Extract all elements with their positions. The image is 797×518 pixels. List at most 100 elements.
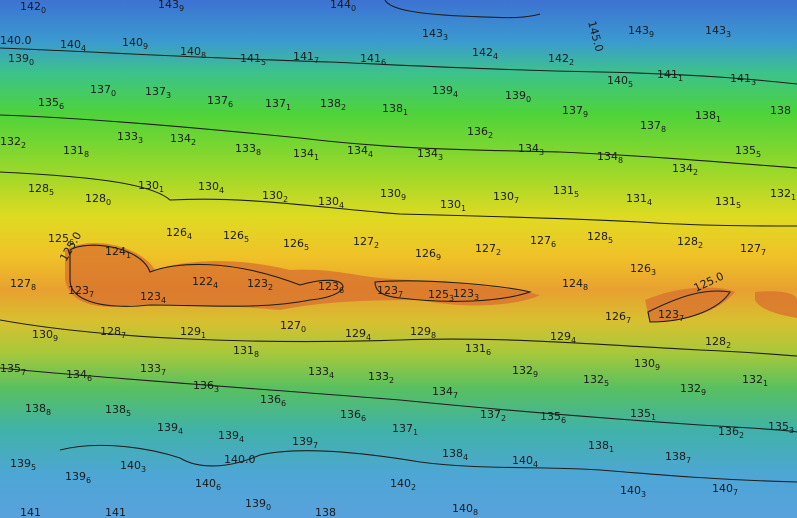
sounding-decimal: 2 [374, 241, 379, 250]
sounding-depth: 131 [553, 184, 574, 197]
sounding-depth: 138 [105, 403, 126, 416]
sounding: 1357 [0, 362, 26, 377]
sounding-depth: 140 [452, 502, 473, 515]
sounding-depth: 140 [120, 459, 141, 472]
sounding-depth: 139 [292, 435, 313, 448]
sounding-decimal: 2 [698, 241, 703, 250]
sounding-depth: 136 [340, 408, 361, 421]
sounding-decimal: 2 [341, 103, 346, 112]
sounding: 1362 [718, 425, 744, 440]
sounding-depth: 126 [283, 237, 304, 250]
sounding: 1343 [417, 147, 443, 162]
sounding-decimal: 1 [413, 428, 418, 437]
sounding-depth: 124 [105, 245, 126, 258]
sounding: 1277 [740, 242, 766, 257]
sounding-decimal: 7 [21, 368, 26, 377]
sounding: 1366 [340, 408, 366, 423]
sounding: 1394 [432, 84, 458, 99]
sounding: 1439 [158, 0, 184, 13]
sounding: 1314 [626, 192, 652, 207]
sounding-decimal: 3 [726, 30, 731, 39]
sounding: 1278 [10, 277, 36, 292]
sounding-decimal: 5 [31, 463, 36, 472]
sounding-depth: 126 [415, 247, 436, 260]
sounding: 1420 [20, 0, 46, 15]
sounding-decimal: 3 [166, 91, 171, 100]
sounding: 1403 [120, 459, 146, 474]
sounding-depth: 128 [587, 230, 608, 243]
sounding: 1347 [432, 385, 458, 400]
sounding-depth: 136 [260, 393, 281, 406]
sounding: 1276 [530, 234, 556, 249]
sounding-decimal: 7 [121, 331, 126, 340]
sounding: 1265 [283, 237, 309, 252]
contours [0, 0, 797, 483]
sounding-depth: 129 [180, 325, 201, 338]
sounding-decimal: 5 [604, 379, 609, 388]
sounding-depth: 133 [140, 362, 161, 375]
sounding-decimal: 8 [201, 51, 206, 60]
sounding-decimal: 7 [679, 314, 684, 323]
sounding-depth: 137 [265, 97, 286, 110]
sounding-decimal: 4 [493, 52, 498, 61]
sounding-decimal: 4 [368, 150, 373, 159]
sounding-decimal: 4 [178, 427, 183, 436]
sounding-depth: 131 [63, 144, 84, 157]
sounding: 138 [315, 506, 336, 518]
sounding: 1309 [634, 357, 660, 372]
sounding-depth: 138 [442, 447, 463, 460]
sounding-depth: 135 [540, 410, 561, 423]
sounding-decimal: 8 [661, 125, 666, 134]
sounding-decimal: 4 [81, 44, 86, 53]
sounding: 1285 [587, 230, 613, 245]
sounding: 1351 [630, 407, 656, 422]
contour-label: 140.0 [0, 34, 32, 47]
sounding: 1269 [415, 247, 441, 262]
sounding-decimal: 7 [89, 290, 94, 299]
sounding-depth: 137 [562, 104, 583, 117]
sounding-decimal: 7 [313, 441, 318, 450]
sounding-depth: 130 [318, 195, 339, 208]
sounding-decimal: 2 [21, 141, 26, 150]
sounding: 1253 [428, 288, 454, 303]
sounding: 1402 [390, 477, 416, 492]
sounding-decimal: 5 [608, 236, 613, 245]
sounding-decimal: 3 [438, 153, 443, 162]
sounding-decimal: 7 [314, 56, 319, 65]
sounding: 1315 [715, 195, 741, 210]
sounding-decimal: 8 [254, 350, 259, 359]
sounding: 1264 [166, 226, 192, 241]
sounding-decimal: 9 [583, 110, 588, 119]
sounding-decimal: 7 [733, 488, 738, 497]
sounding-depth: 135 [735, 144, 756, 157]
sounding-depth: 131 [626, 192, 647, 205]
sounding-decimal: 2 [569, 58, 574, 67]
sounding-decimal: 4 [219, 186, 224, 195]
sounding-depth: 140 [390, 477, 411, 490]
sounding-decimal: 2 [488, 131, 493, 140]
sounding-decimal: 9 [436, 253, 441, 262]
sounding: 1263 [630, 262, 656, 277]
sounding-depth: 123 [377, 284, 398, 297]
sounding: 1285 [28, 182, 54, 197]
sounding-decimal: 9 [649, 30, 654, 39]
sounding: 1415 [240, 52, 266, 67]
sounding-depth: 126 [223, 229, 244, 242]
sounding-depth: 141 [360, 52, 381, 65]
contour-line [384, 0, 541, 19]
sounding: 1237 [658, 308, 684, 323]
sounding: 1234 [140, 290, 166, 305]
sounding-depth: 131 [233, 344, 254, 357]
sounding: 1343 [518, 142, 544, 157]
sounding: 1385 [105, 403, 131, 418]
sounding-decimal: 7 [686, 456, 691, 465]
sounding-depth: 138 [770, 104, 791, 117]
sounding-depth: 137 [90, 83, 111, 96]
sounding: 1294 [550, 330, 576, 345]
sounding-depth: 139 [10, 457, 31, 470]
sounding: 1439 [628, 24, 654, 39]
sounding-depth: 130 [32, 328, 53, 341]
sounding-decimal: 1 [286, 103, 291, 112]
sounding: 1348 [597, 150, 623, 165]
